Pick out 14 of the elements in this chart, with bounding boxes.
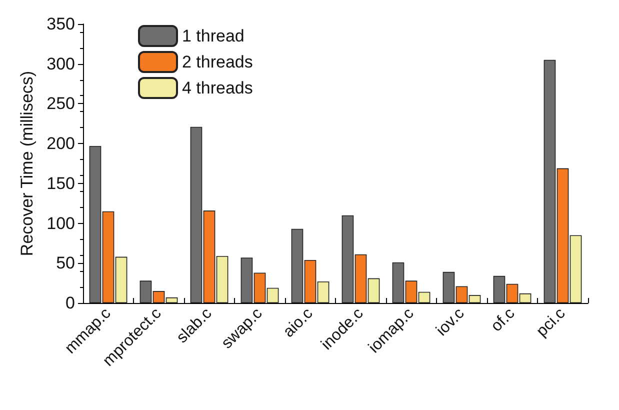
y-tick-label: 300	[46, 54, 75, 74]
x-tick-label: iov.c	[433, 304, 468, 340]
x-tick-label: of.c	[488, 304, 518, 336]
legend-label: 2 threads	[182, 52, 253, 72]
y-tick-label: 0	[66, 294, 75, 312]
y-tick-label: 200	[46, 134, 75, 154]
y-tick-label: 250	[46, 94, 75, 114]
y-axis-title: Recover Time (millisecs)	[18, 70, 37, 256]
y-tick-label: 150	[46, 174, 75, 193]
legend-label: 4 threads	[182, 78, 253, 98]
y-tick-label: 100	[46, 214, 75, 233]
legend-label: 1 thread	[182, 26, 244, 46]
y-tick-label: 50	[56, 254, 75, 273]
y-tick-label: 350	[46, 14, 75, 34]
